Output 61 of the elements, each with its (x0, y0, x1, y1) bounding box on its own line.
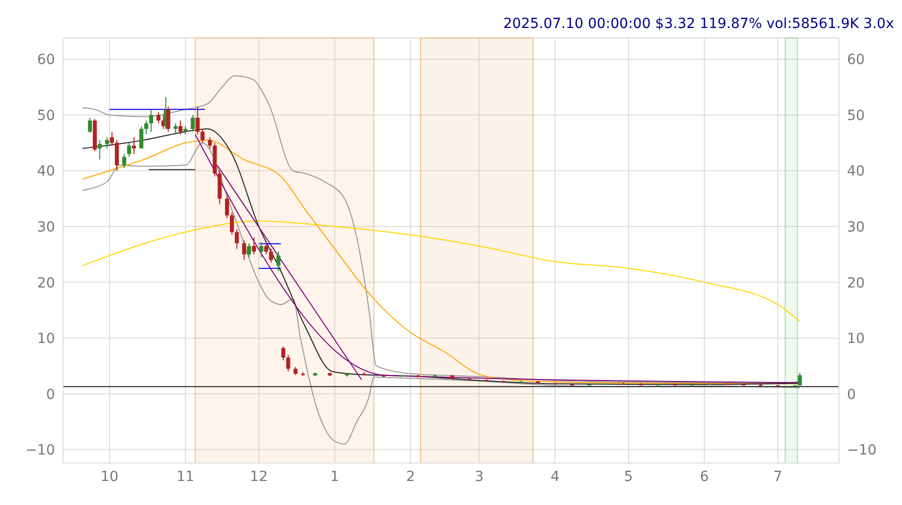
y-tick-label: 60 (37, 52, 55, 68)
y-tick-label: 0 (46, 386, 55, 403)
x-tick-label: 6 (700, 468, 709, 485)
x-tick-label: 12 (250, 468, 268, 485)
candlestick (798, 372, 802, 386)
chart-title: 2025.07.10 00:00:00 $3.32 119.87% vol:58561.9K 3.0x (503, 16, 894, 32)
y2-tick-label: 50 (847, 108, 865, 124)
candlestick (286, 354, 290, 372)
candlestick (234, 228, 239, 250)
x-tick-label: 1 (330, 468, 340, 485)
candlestick (269, 248, 274, 264)
candlestick (225, 195, 230, 219)
y-tick-label: 50 (37, 108, 55, 124)
y2-tick-label: 20 (847, 275, 865, 292)
y2-tick-label: 60 (847, 52, 865, 68)
candlestick (178, 120, 182, 135)
candlestick (156, 112, 160, 124)
candlestick (127, 142, 132, 158)
x-tick-label: 7 (773, 468, 782, 485)
x-tick-label: 5 (624, 468, 633, 485)
candlestick (276, 251, 280, 272)
x-tick-label: 10 (100, 468, 118, 485)
candlestick (144, 120, 148, 135)
candlestick (281, 346, 286, 361)
candlestick (110, 131, 114, 146)
x-tick-label: 4 (550, 468, 560, 485)
y-tick-label: 20 (37, 275, 55, 292)
candlestick (196, 106, 200, 135)
x-tick-label: 3 (474, 468, 484, 485)
candlestick (252, 237, 256, 255)
candlestick (114, 140, 119, 172)
candlestick (230, 212, 234, 236)
y-tick-label: −10 (25, 442, 55, 459)
candlestick (166, 106, 170, 132)
y-tick-label: 10 (37, 331, 55, 348)
x-tick-label: 2 (406, 468, 416, 485)
candlestick (132, 136, 136, 155)
x-tick-label: 11 (176, 468, 194, 485)
candlestick (208, 136, 212, 149)
line-series (82, 75, 800, 384)
y2-tick-label: −10 (847, 442, 877, 459)
y2-tick-label: 40 (847, 164, 865, 180)
candlestick (105, 136, 110, 149)
y-tick-label: 30 (37, 219, 55, 236)
candlestick (259, 242, 264, 258)
line-series (82, 220, 800, 322)
candlestick (190, 114, 195, 132)
candlestick (200, 128, 205, 144)
y-tick-label: 40 (37, 164, 55, 180)
candlestick (247, 242, 252, 258)
candlestick (98, 140, 102, 160)
candlestick (174, 122, 178, 135)
candlestick (122, 154, 126, 168)
candlestick (88, 117, 92, 134)
candlestick (242, 240, 246, 260)
candlestick (264, 242, 268, 255)
y2-tick-label: 0 (847, 386, 856, 403)
y2-tick-label: 30 (847, 219, 865, 236)
candlestick (139, 126, 144, 149)
candlestick (149, 108, 154, 132)
y2-tick-label: 10 (847, 331, 865, 348)
